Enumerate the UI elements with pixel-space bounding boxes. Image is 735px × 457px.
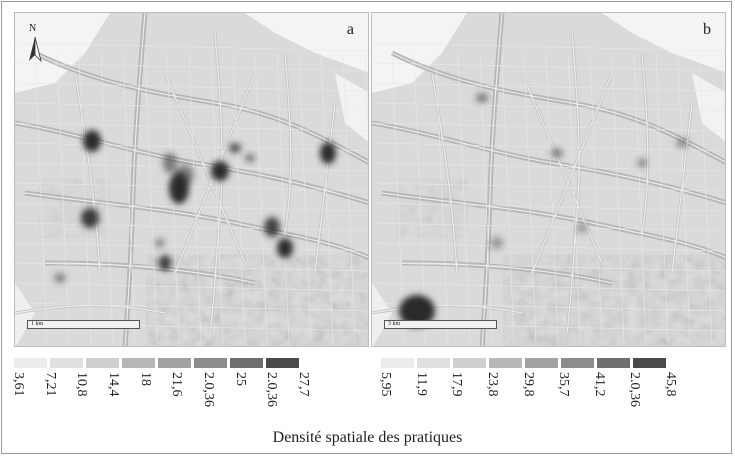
legend-swatch — [489, 358, 522, 368]
legend-swatch — [633, 358, 666, 368]
density-hotspot — [155, 238, 165, 248]
density-hotspot — [551, 148, 563, 158]
legend-swatch — [50, 358, 83, 368]
legend-swatch — [525, 358, 558, 368]
legend-swatch — [417, 358, 450, 368]
density-hotspot — [176, 164, 194, 186]
scale-bar-a: 1 km — [27, 320, 140, 329]
legend-swatch — [14, 358, 47, 368]
density-hotspot — [229, 143, 241, 153]
density-hotspot — [277, 238, 293, 258]
legend-swatch — [158, 358, 191, 368]
density-hotspot — [264, 217, 280, 237]
density-hotspot — [637, 158, 647, 168]
density-hotspot — [676, 138, 688, 148]
legend-b-swatches — [381, 358, 666, 368]
legend-swatch — [122, 358, 155, 368]
density-hotspot — [54, 273, 66, 283]
density-hotspot — [81, 208, 99, 228]
density-hotspot — [476, 93, 488, 103]
density-hotspot — [159, 255, 171, 271]
density-hotspot — [399, 295, 435, 327]
legend-swatch — [381, 358, 414, 368]
legend-swatch — [86, 358, 119, 368]
density-hotspot — [211, 161, 229, 181]
density-hotspot — [577, 223, 587, 233]
legend-swatch — [561, 358, 594, 368]
legend-swatch — [194, 358, 227, 368]
legend-swatch — [266, 358, 299, 368]
legend-swatch — [230, 358, 263, 368]
panel-letter-a: a — [346, 21, 354, 38]
legend-swatch — [453, 358, 486, 368]
panel-letter-b: b — [703, 21, 711, 38]
figure-caption: Densité spatiale des pratiques — [272, 429, 463, 446]
density-hotspot — [320, 142, 336, 164]
scale-bar-b: 3 km — [384, 320, 497, 329]
map-a-canvas — [15, 13, 368, 346]
density-map-a: N a 1 km — [14, 12, 369, 347]
legend-swatch — [597, 358, 630, 368]
density-hotspot — [491, 237, 503, 249]
density-map-b: b 3 km — [371, 12, 726, 347]
legend-a-swatches — [14, 358, 299, 368]
north-arrow-icon: N — [25, 23, 45, 67]
map-b-canvas — [372, 13, 725, 346]
density-hotspot — [83, 130, 101, 152]
density-hotspot — [245, 154, 255, 162]
density-hotspot — [163, 153, 177, 173]
